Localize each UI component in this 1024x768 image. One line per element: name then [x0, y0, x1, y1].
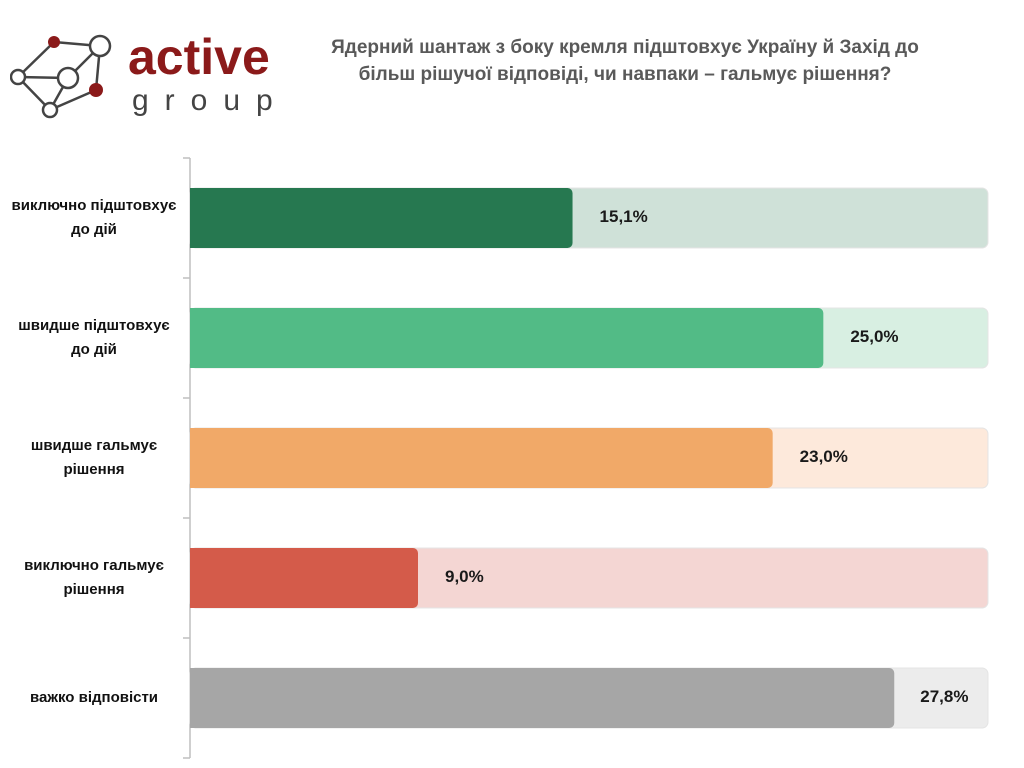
- bar: [190, 188, 573, 248]
- bar: [190, 428, 773, 488]
- bar-left-edge: [190, 548, 198, 608]
- data-label: 15,1%: [599, 207, 648, 226]
- category-label: виключно гальмує рішення: [24, 557, 164, 598]
- bar-left-edge: [190, 668, 198, 728]
- bar-left-edge: [190, 188, 198, 248]
- bar: [190, 308, 824, 368]
- data-label: 23,0%: [799, 447, 848, 466]
- active-group-logo: active group: [10, 29, 289, 119]
- bar-left-edge: [190, 308, 198, 368]
- bar: [190, 548, 418, 608]
- data-label: 27,8%: [920, 687, 969, 706]
- bar: [190, 668, 895, 728]
- logo-word-active: active: [128, 29, 270, 85]
- data-label: 9,0%: [445, 567, 484, 586]
- category-label: швидше гальмує рішення: [30, 437, 158, 478]
- bar-left-edge: [190, 428, 198, 488]
- chart-title: Ядерний шантаж з боку кремля підштовхує …: [331, 37, 919, 85]
- category-label: швидше підштовхує до дій: [18, 317, 170, 358]
- data-label: 25,0%: [850, 327, 899, 346]
- category-label: важко відповісти: [29, 689, 159, 706]
- category-label: виключно підштовхує до дій: [11, 197, 177, 238]
- logo-word-group: group: [132, 84, 289, 117]
